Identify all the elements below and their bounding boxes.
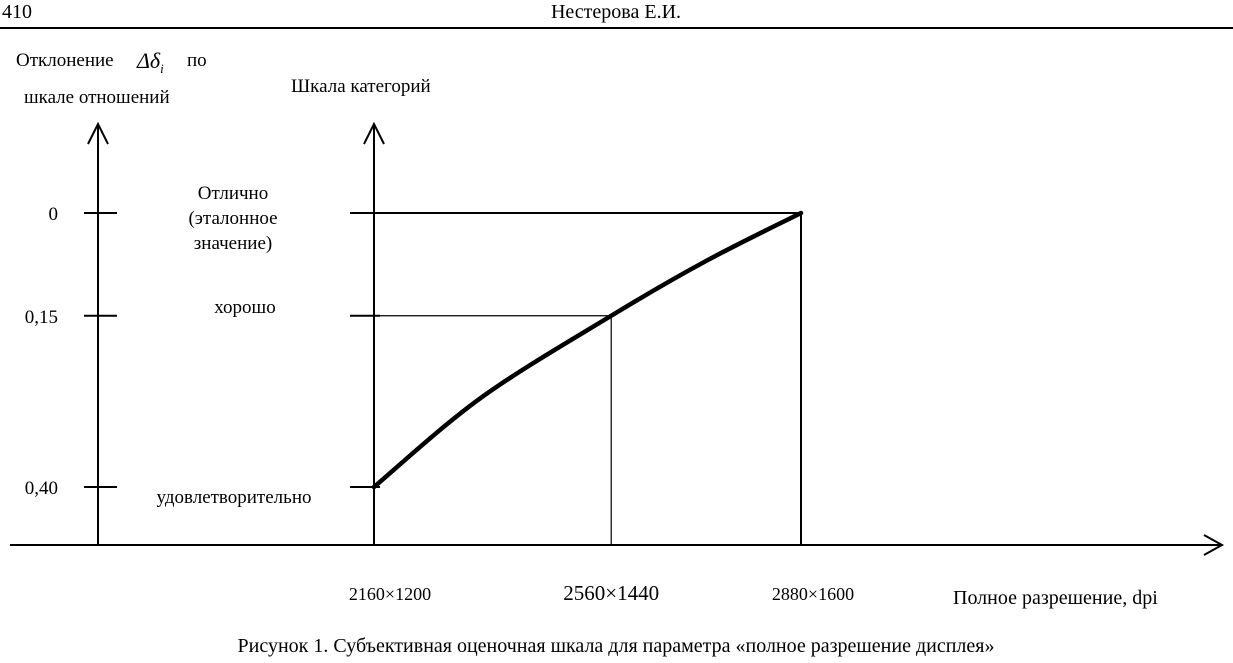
- page-number: 410: [2, 1, 32, 23]
- category-label: Отлично: [198, 183, 268, 204]
- left-axis-label-word: Отклонение: [16, 50, 114, 71]
- x-axis-arrow: [1203, 534, 1225, 556]
- x-tick-label: 2160×1200: [349, 584, 431, 604]
- category-label: хорошо: [214, 297, 275, 318]
- category-label: удовлетворительно: [157, 487, 312, 508]
- x-axis-label: Полное разрешение, dpi: [953, 587, 1158, 609]
- category-axis-label: Шкала категорий: [291, 76, 431, 97]
- category-label: (эталонное: [188, 208, 277, 229]
- x-tick-label: 2560×1440: [563, 581, 659, 605]
- y-tick-label: 0,40: [25, 478, 58, 499]
- y-tick-label: 0,15: [25, 307, 58, 328]
- left-axis-symbol: Δδi: [136, 48, 164, 76]
- category-axis-arrow: [363, 121, 385, 145]
- x-tick-label: 2880×1600: [772, 584, 854, 604]
- left-axis-symbol-subscript: i: [160, 61, 164, 76]
- figure-caption: Рисунок 1. Субъективная оценочная шкала …: [238, 635, 995, 657]
- reference-line-group: [374, 212, 802, 545]
- left-axis-arrow: [87, 121, 109, 145]
- category-label-group: Отлично (эталонное значение) хорошо удовлетв…: [157, 183, 312, 508]
- left-axis-symbol-main: Δδ: [136, 48, 161, 73]
- x-tick-group: 2160×1200 2560×1440 2880×1600: [349, 581, 854, 605]
- category-label: значение): [194, 233, 272, 254]
- series-group: [371, 210, 804, 490]
- left-axis-label-po: по: [187, 50, 207, 71]
- running-head: Нестерова Е.И.: [551, 1, 681, 23]
- left-axis-label-line1: Отклонение: [16, 50, 114, 71]
- y-tick-label: 0: [49, 204, 59, 225]
- left-axis-label-line2: шкале отношений: [24, 87, 170, 108]
- series-line: [371, 210, 804, 490]
